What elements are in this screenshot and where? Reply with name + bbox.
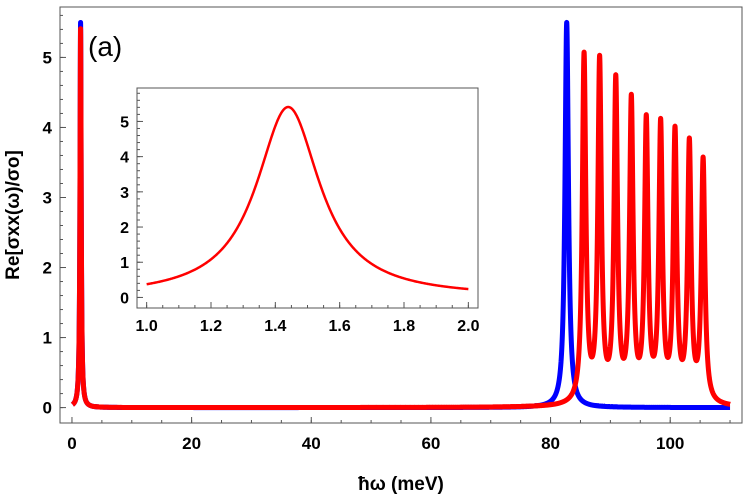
main-x-tick-label: 0 (67, 434, 76, 453)
inset-y-tick-label: 1 (120, 255, 129, 272)
panel-label: (a) (88, 31, 122, 62)
inset-y-tick-label: 0 (120, 290, 129, 307)
inset-x-tick-label: 2.0 (457, 318, 479, 335)
main-x-tick-label: 80 (541, 434, 560, 453)
inset-x-tick-label: 1.6 (329, 318, 351, 335)
inset-series-line-0 (145, 105, 470, 291)
inset-y-tick-label: 5 (120, 114, 129, 131)
main-x-tick-label: 60 (421, 434, 440, 453)
main-y-tick-label: 0 (43, 399, 52, 418)
inset-y-tick-label: 2 (120, 220, 129, 237)
main-y-tick-label: 5 (43, 48, 52, 67)
inset-x-tick-label: 1.0 (136, 318, 158, 335)
inset-y-tick-label: 4 (120, 150, 129, 167)
main-y-tick-label: 3 (43, 188, 52, 207)
inset-chart: 1.0 1.2 1.4 1.6 1.8 2.0 0 1 2 3 4 5 (120, 87, 480, 335)
main-x-axis-ticks: 0 20 40 60 80 100 (67, 417, 731, 453)
main-y-tick-label: 4 (43, 118, 53, 137)
inset-x-tick-label: 1.8 (393, 318, 415, 335)
inset-y-tick-label: 3 (120, 185, 129, 202)
y-axis-label: Re[σxx(ω)/σo] (3, 150, 24, 280)
x-axis-label: ħω (meV) (358, 474, 444, 495)
main-y-tick-label: 1 (43, 329, 52, 348)
inset-y-axis-ticks: 0 1 2 3 4 5 (120, 92, 143, 307)
main-y-tick-label: 2 (43, 259, 52, 278)
main-series-line-1 (70, 26, 733, 411)
main-x-tick-label: 40 (302, 434, 321, 453)
inset-x-tick-label: 1.4 (264, 318, 286, 335)
inset-series-group (145, 105, 470, 291)
inset-x-tick-label: 1.2 (200, 318, 222, 335)
inset-background (137, 88, 478, 308)
main-x-tick-label: 20 (182, 434, 201, 453)
main-x-tick-label: 100 (656, 434, 684, 453)
main-y-axis-ticks: 0 1 2 3 4 5 (43, 14, 66, 418)
main-series-group (70, 19, 733, 411)
inset-x-axis-ticks: 1.0 1.2 1.4 1.6 1.8 2.0 (136, 302, 480, 335)
